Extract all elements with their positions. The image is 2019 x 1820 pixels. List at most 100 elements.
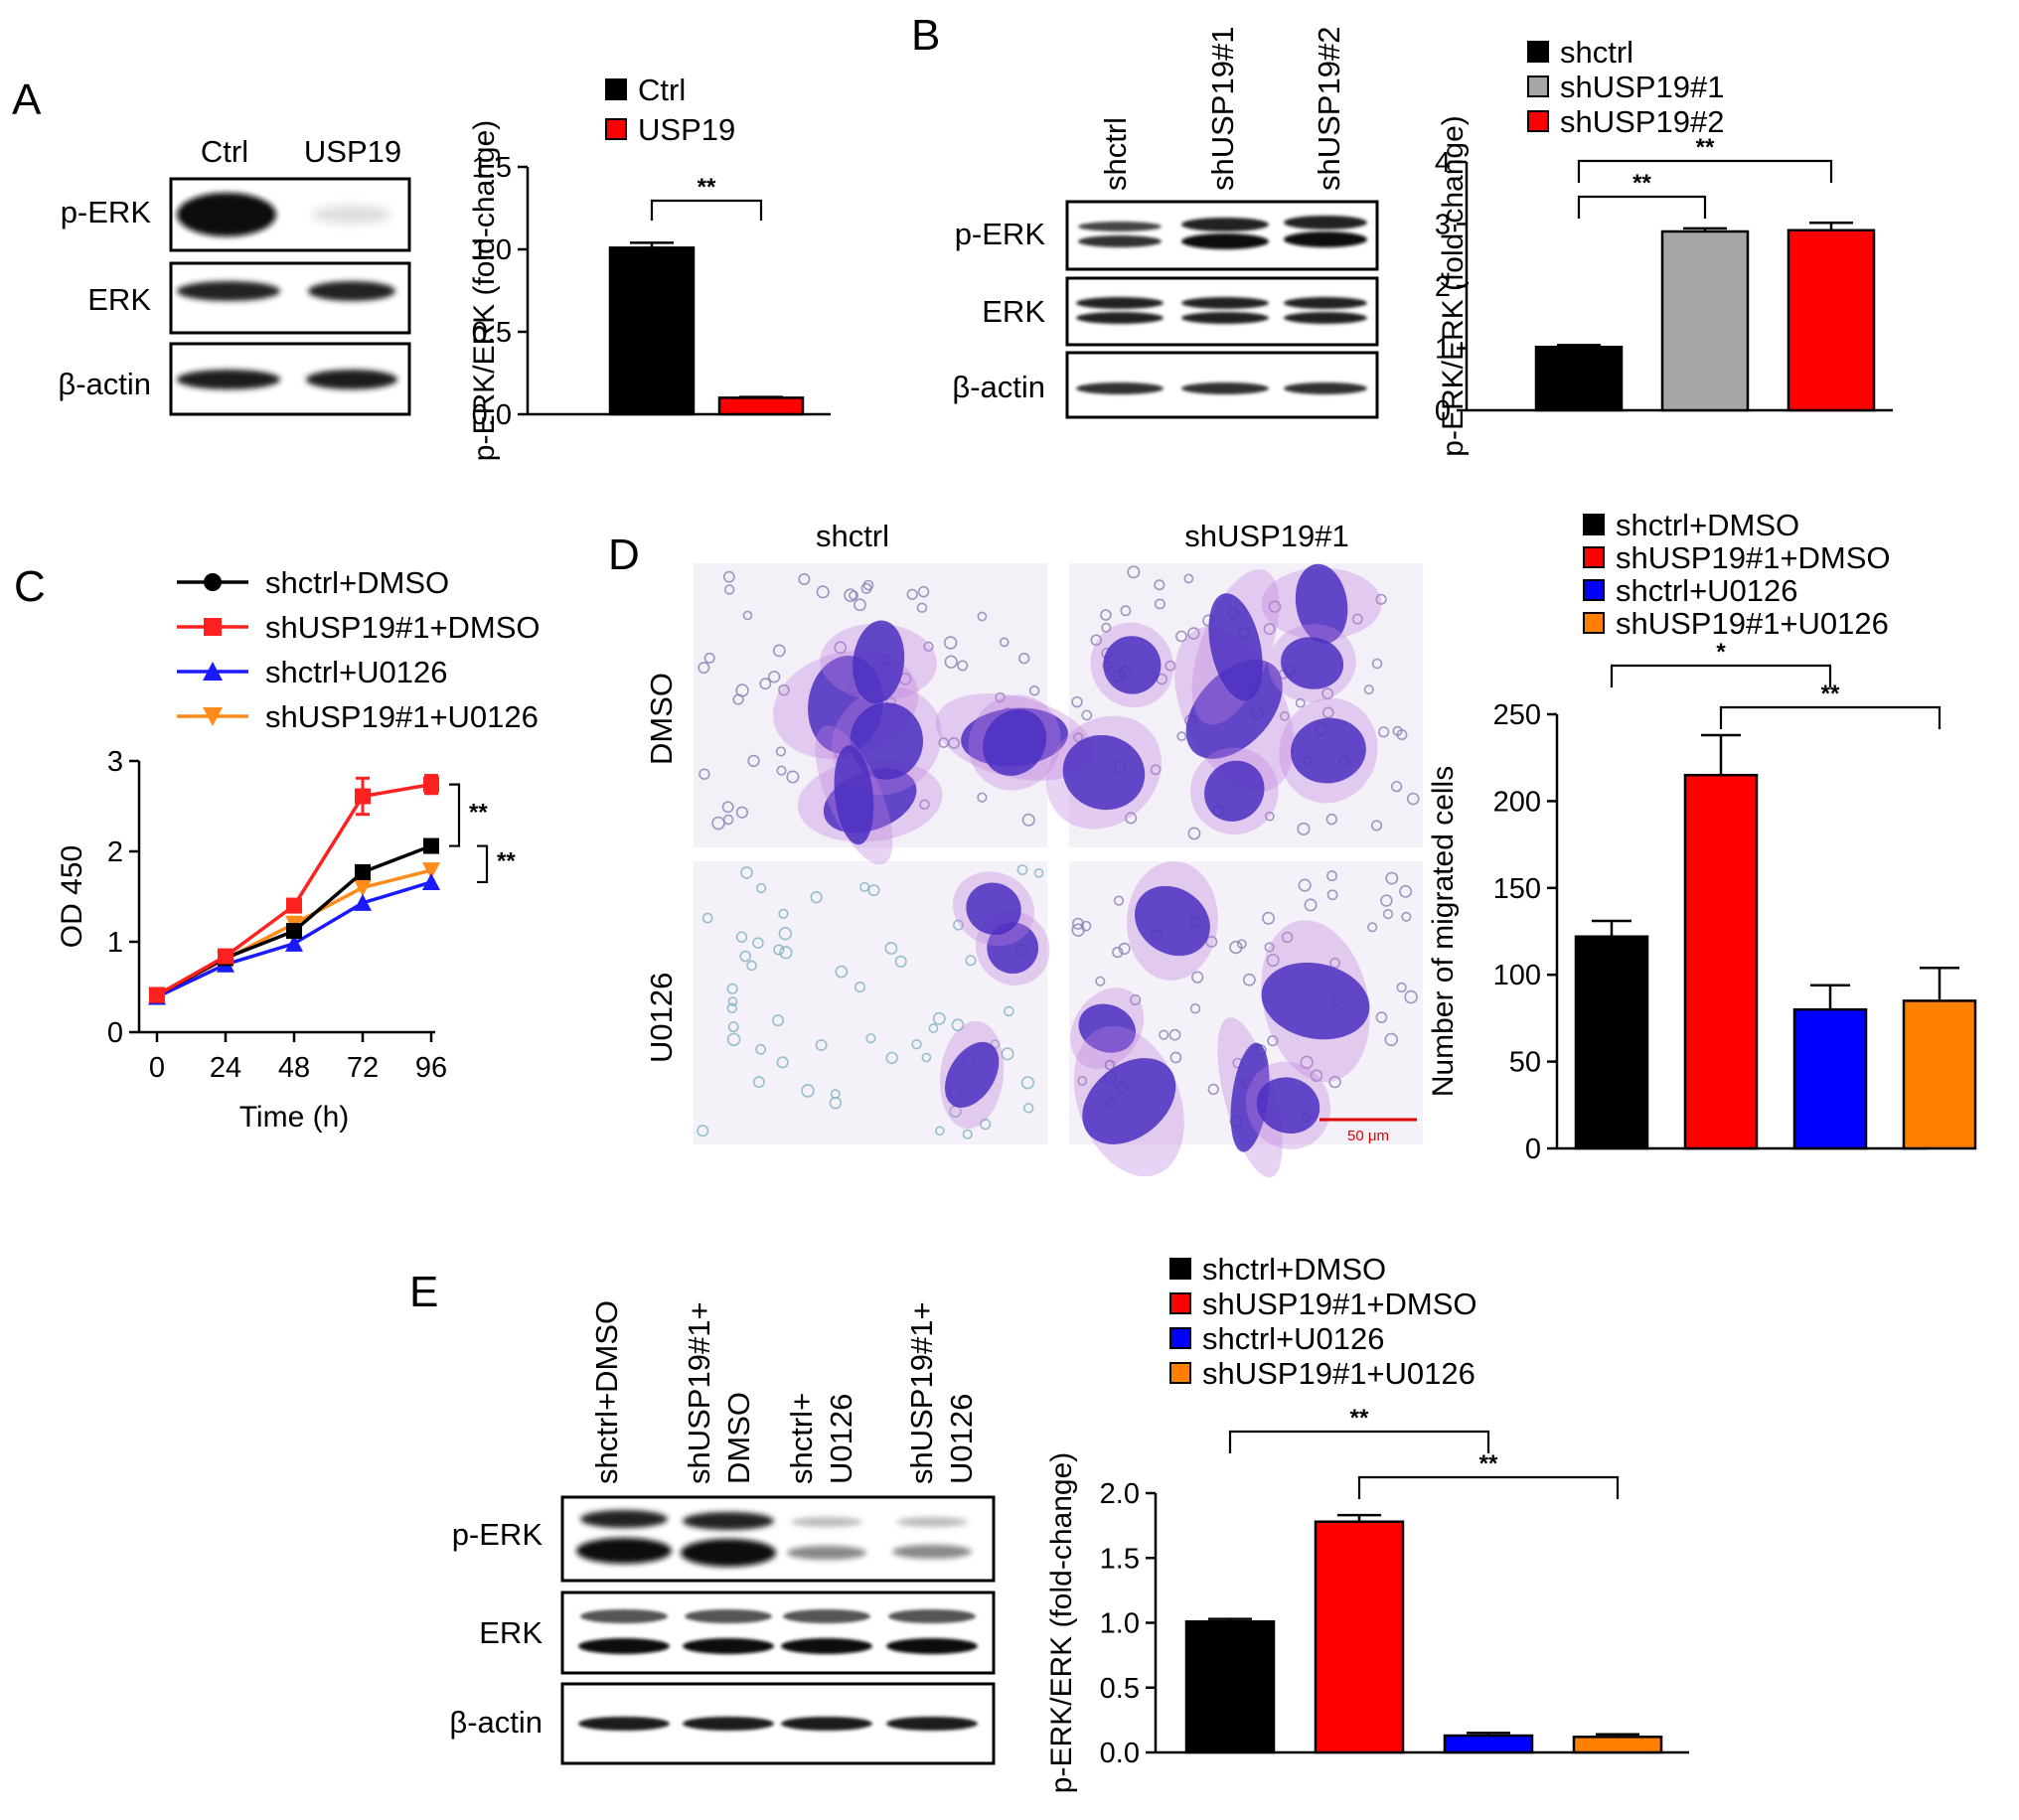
migrated-cell — [983, 709, 1047, 776]
membrane-pore — [844, 588, 857, 602]
membrane-pore — [1375, 1011, 1388, 1023]
membrane-pore — [1236, 939, 1247, 950]
membrane-pore — [722, 814, 734, 826]
bar — [1574, 935, 1649, 1150]
legend-label: shctrl+U0126 — [265, 655, 448, 689]
migrated-cell — [987, 922, 1039, 975]
membrane-pore — [1205, 935, 1218, 948]
y-tick-label: 1.0 — [472, 234, 512, 266]
migrated-cell — [1256, 1077, 1320, 1134]
x-tick-label: 96 — [415, 1052, 447, 1084]
membrane-pore — [703, 652, 715, 664]
significance-bracket — [1357, 1475, 1620, 1499]
legend-swatch — [1583, 579, 1605, 601]
band — [685, 1609, 772, 1623]
membrane-pore — [1071, 917, 1085, 930]
membrane-pore — [1378, 726, 1390, 738]
membrane-pore — [1268, 600, 1282, 613]
lane-label: shctrl+ — [784, 1393, 819, 1484]
band — [578, 1638, 670, 1654]
membrane-pore — [698, 662, 710, 675]
y-tick-label: 100 — [1493, 960, 1541, 991]
band — [580, 1510, 668, 1528]
bar-chart-d: 0 50 100 150 200 250 Number of migrated cells *… — [1427, 508, 1977, 1165]
panel-a: A Ctrl USP19 p-ERK ERK β-actin 0.0 0.5 1.0… — [12, 73, 831, 461]
membrane-pore — [1266, 953, 1280, 967]
membrane-pore — [1077, 1076, 1088, 1086]
membrane-pore — [1183, 573, 1194, 584]
membrane-pore — [1371, 658, 1383, 670]
membrane-pore — [1033, 867, 1044, 878]
membrane-pore — [1191, 971, 1204, 984]
band — [886, 1638, 978, 1654]
membrane-pore — [1321, 706, 1334, 719]
lane-label: U0126 — [824, 1394, 858, 1484]
migrated-cell — [1103, 636, 1162, 694]
membrane-pore — [1090, 634, 1103, 647]
legend-label: shUSP19#1+U0126 — [1616, 606, 1889, 641]
y-tick-label: 0 — [1435, 395, 1451, 427]
membrane-pore — [1385, 871, 1399, 885]
membrane-pore — [739, 950, 752, 963]
membrane-pore — [1404, 989, 1418, 1004]
membrane-pore — [1406, 792, 1420, 806]
membrane-pore — [1392, 725, 1403, 736]
band — [1181, 312, 1269, 324]
y-axis-label: p-ERK/ERK (fold-change) — [468, 120, 501, 461]
data-point — [355, 863, 371, 880]
membrane-pore — [786, 770, 800, 784]
membrane-pore — [756, 882, 767, 894]
membrane-pore — [1310, 1069, 1323, 1082]
legend-label: shUSP19#2 — [1560, 104, 1724, 139]
data-point — [218, 948, 233, 965]
membrane-pore — [854, 598, 866, 612]
row-label: U0126 — [644, 973, 679, 1063]
membrane-pore — [944, 655, 958, 669]
membrane-pore — [1363, 684, 1374, 695]
band — [791, 1517, 862, 1527]
micrograph-grid — [694, 563, 1423, 1178]
legend-label: shUSP19#1+DMSO — [1202, 1287, 1477, 1321]
migrated-cell — [1281, 637, 1344, 689]
legend-swatch — [1169, 1292, 1191, 1314]
panel-e: E shctrl+DMSO shUSP19#1+ DMSO shctrl+ U0… — [409, 1252, 1689, 1793]
membrane-pore — [1016, 864, 1028, 875]
row-label: p-ERK — [452, 1517, 544, 1552]
legend-label: shctrl+U0126 — [1616, 573, 1798, 608]
x-tick-label: 48 — [278, 1052, 310, 1084]
y-tick-label: 0.0 — [1100, 1738, 1140, 1769]
panel-d: D shctrl shUSP19#1 DMSO U0126 50 μm 0 50 1… — [608, 508, 1977, 1178]
membrane-pore — [778, 908, 789, 919]
legend-label: shctrl+DMSO — [1202, 1252, 1386, 1287]
legend-label: shctrl+U0126 — [1202, 1321, 1385, 1356]
row-label: DMSO — [644, 673, 679, 765]
significance-label: ** — [698, 174, 716, 201]
x-tick-label: 72 — [347, 1052, 379, 1084]
membrane-pore — [726, 983, 738, 994]
membrane-pore — [1100, 609, 1112, 621]
membrane-pore — [1399, 884, 1413, 898]
band — [1284, 216, 1367, 229]
migrated-cell — [853, 620, 905, 704]
membrane-pore — [932, 1011, 946, 1025]
legend-label: shUSP19#1+U0126 — [265, 699, 539, 734]
significance-label: ** — [1696, 134, 1715, 161]
row-label: p-ERK — [955, 217, 1046, 251]
membrane-pore — [815, 1039, 828, 1051]
membrane-pore — [1101, 622, 1112, 633]
bar — [1786, 228, 1876, 412]
membrane-pore — [798, 572, 811, 585]
migrated-cell — [1134, 885, 1210, 957]
significance-bracket — [477, 844, 489, 884]
data-point — [285, 934, 303, 952]
membrane-pore — [752, 1076, 765, 1089]
migrated-cell — [850, 702, 924, 780]
membrane-pore — [1375, 593, 1387, 605]
membrane-pore — [1176, 731, 1187, 742]
x-tick-label: 0 — [149, 1052, 165, 1084]
panel-label-d: D — [608, 531, 640, 579]
band — [1284, 382, 1367, 394]
row-label: ERK — [982, 294, 1045, 329]
lane-label: DMSO — [721, 1392, 756, 1484]
